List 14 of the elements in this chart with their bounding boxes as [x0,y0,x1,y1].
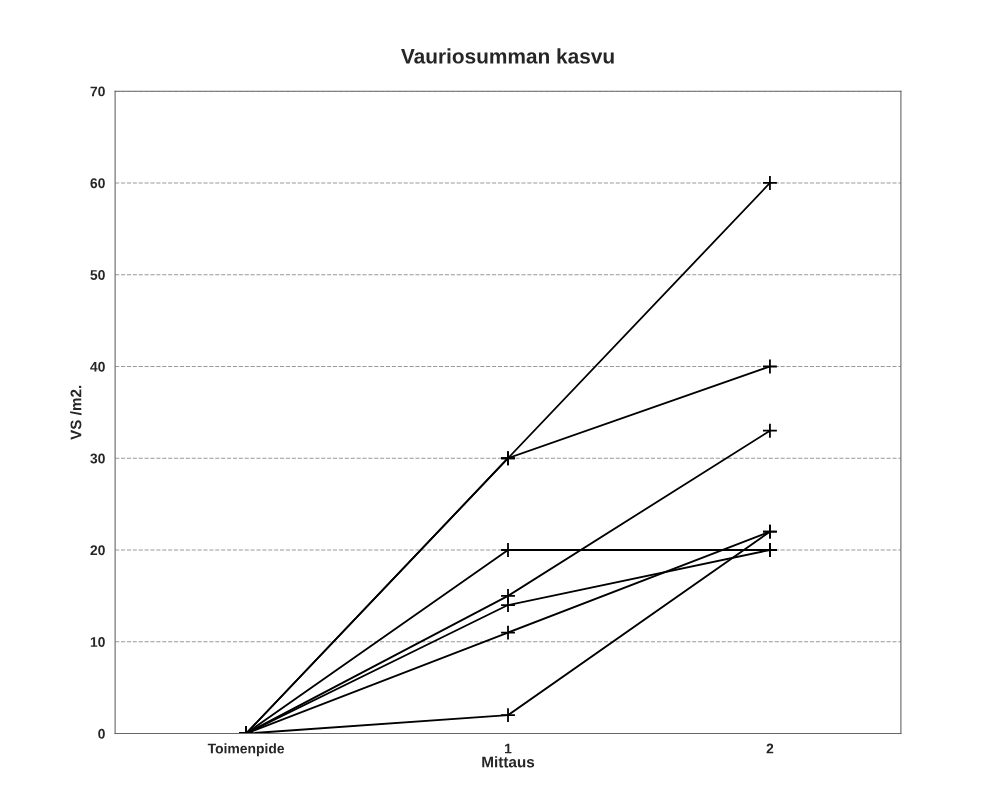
y-tick-label: 20 [90,545,105,556]
y-axis-title: VS /m2. [70,385,82,440]
chart-title: Vauriosumman kasvu [401,48,614,64]
y-tick-label: 50 [90,270,105,280]
x-axis-title: Mittaus [482,756,535,768]
y-tick-label: 60 [90,178,105,189]
y-tick-label: 30 [90,453,105,464]
y-tick-label: 40 [90,361,105,372]
y-tick-label: 0 [98,728,105,739]
y-tick-label: 70 [90,86,105,97]
x-tick-label: 1 [505,743,512,754]
x-tick-label: Toimenpide [207,743,285,757]
x-tick-label: 2 [766,743,774,754]
y-tick-label: 10 [90,637,105,647]
